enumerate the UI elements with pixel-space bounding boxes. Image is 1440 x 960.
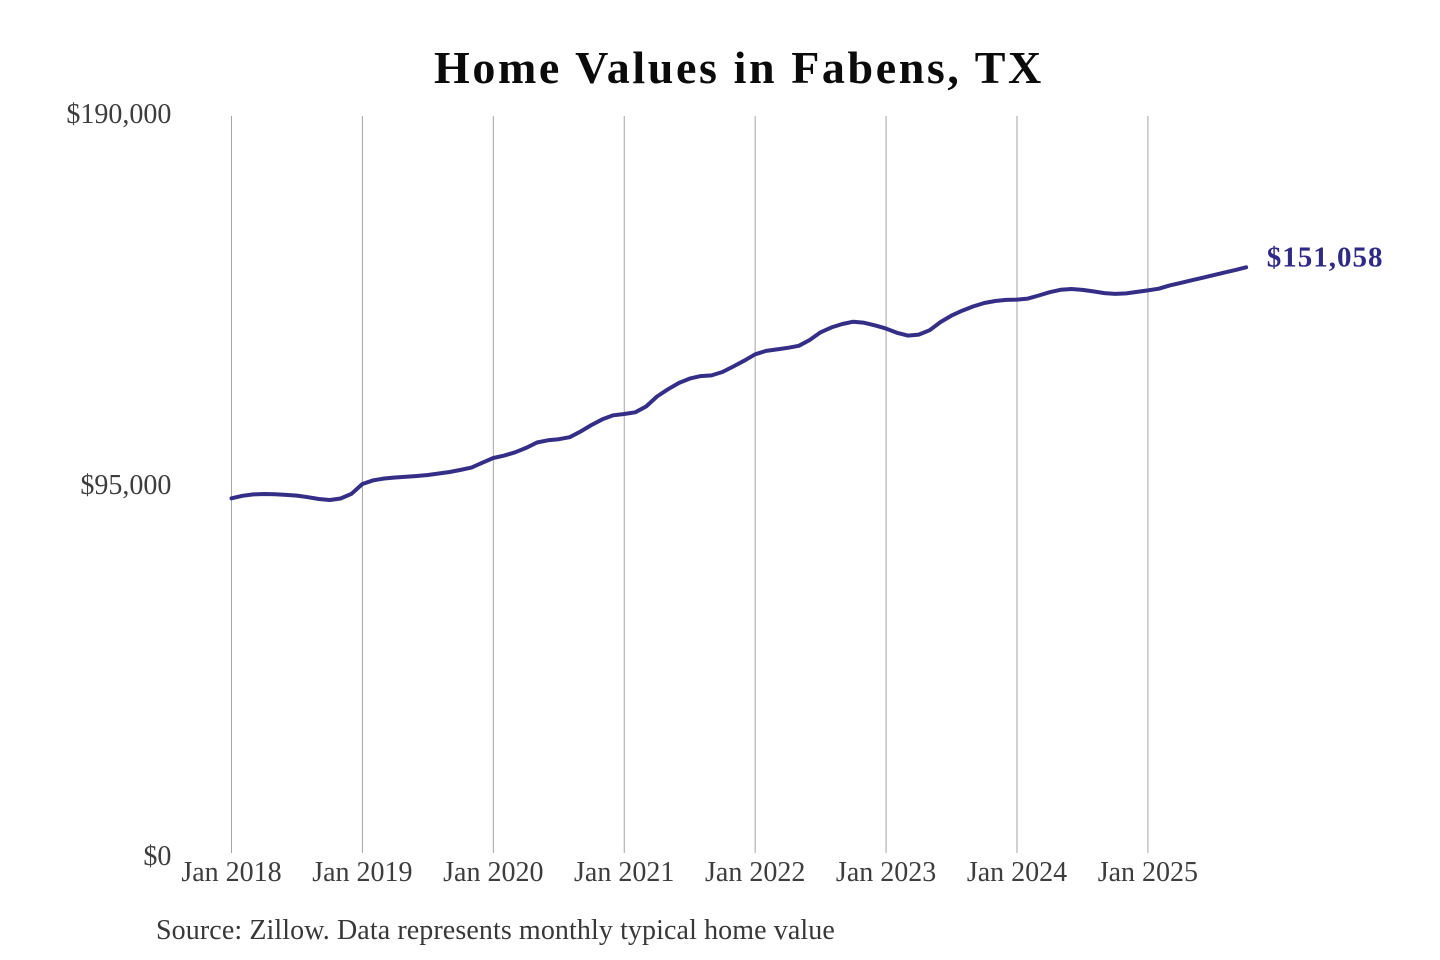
svg-text:$0: $0	[143, 841, 171, 872]
svg-text:Jan 2025: Jan 2025	[1098, 857, 1198, 888]
svg-text:Home Values in Fabens, TX: Home Values in Fabens, TX	[434, 42, 1044, 93]
svg-text:Jan 2021: Jan 2021	[574, 857, 674, 888]
svg-text:$95,000: $95,000	[80, 470, 171, 501]
svg-text:Source: Zillow. Data represent: Source: Zillow. Data represents monthly …	[156, 915, 835, 946]
svg-text:Jan 2018: Jan 2018	[181, 857, 281, 888]
svg-text:$190,000: $190,000	[66, 99, 171, 130]
svg-text:Jan 2019: Jan 2019	[312, 857, 412, 888]
svg-text:$151,058: $151,058	[1267, 242, 1384, 274]
svg-text:Jan 2023: Jan 2023	[836, 857, 936, 888]
svg-text:Jan 2020: Jan 2020	[443, 857, 543, 888]
svg-text:Jan 2024: Jan 2024	[967, 857, 1067, 888]
svg-text:Jan 2022: Jan 2022	[705, 857, 805, 888]
